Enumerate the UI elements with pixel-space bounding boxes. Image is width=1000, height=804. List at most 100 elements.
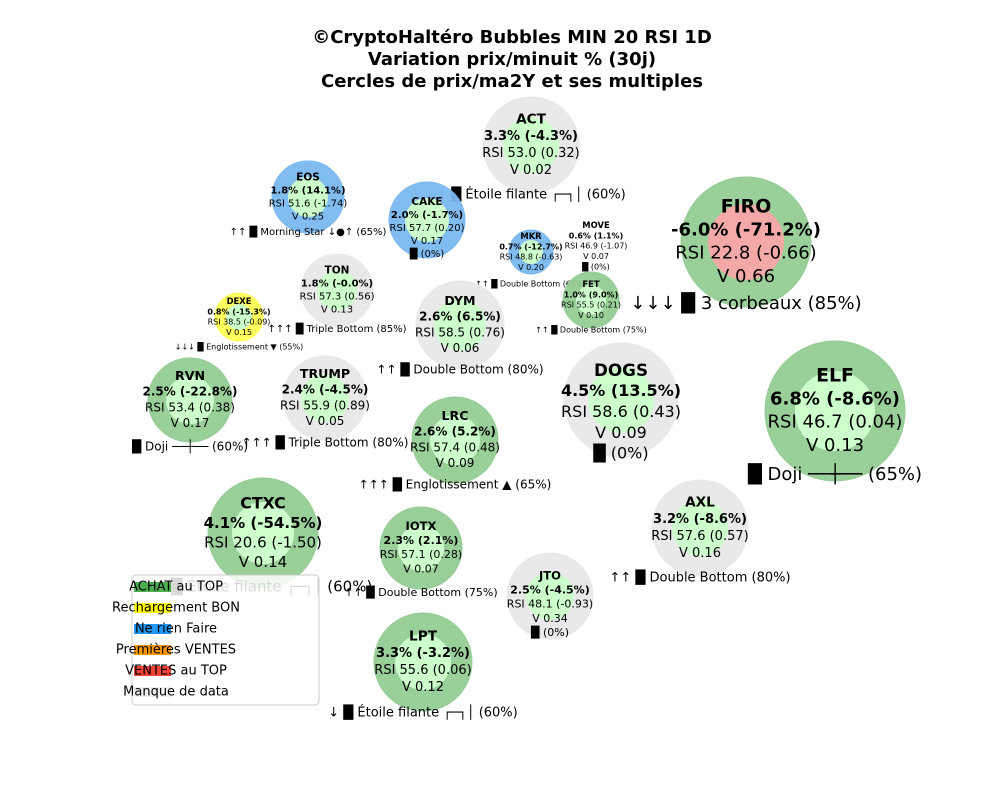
bubble-label: RSI 57.7 (0.20) <box>390 223 465 234</box>
pattern-label: █ Doji ──┼── (60%) <box>131 439 248 454</box>
bubble-label: ELF <box>816 364 854 386</box>
bubble-label: RSI 20.6 (-1.50) <box>204 533 322 551</box>
bubble-core <box>576 285 606 315</box>
bubble-label: RSI 55.9 (0.89) <box>280 398 370 412</box>
bubble-label: TON <box>325 265 350 277</box>
legend-swatch <box>134 687 171 697</box>
legend-swatch <box>134 582 171 592</box>
bubble-label: 3.3% (-3.2%) <box>376 646 470 661</box>
bubble-label: LPT <box>409 629 438 645</box>
bubble-label: FET <box>582 279 599 289</box>
bubble-label: █ (0%) <box>409 247 445 260</box>
pattern-label: ↓↓↓ █ 3 corbeaux (85%) <box>630 292 861 314</box>
title: Cercles de prix/ma2Y et ses multiples <box>321 71 703 92</box>
bubble-label: 2.0% (-1.7%) <box>391 210 463 221</box>
pattern-label: ↑↑ █ Morning Star ↓●↑ (65%) <box>230 225 387 238</box>
bubble-label: DYM <box>444 293 475 308</box>
bubble-label: V 0.20 <box>518 263 544 272</box>
bubble-label: 0.8% (-15.3%) <box>207 307 270 316</box>
bubble-label: TRUMP <box>300 366 350 381</box>
bubble-label: V 0.10 <box>578 311 604 320</box>
legend-swatch <box>134 645 171 655</box>
legend-label: ACHAT au TOP <box>129 580 223 595</box>
bubble-label: RSI 57.6 (0.57) <box>651 529 748 544</box>
pattern-label: ↑↑↑ █ Triple Bottom (85%) <box>267 322 406 335</box>
bubble-label: RSI 53.4 (0.38) <box>145 400 235 414</box>
bubble-label: V 0.34 <box>532 612 568 625</box>
bubble-label: V 0.16 <box>679 546 721 561</box>
bubble-label: 2.6% (5.2%) <box>414 425 496 439</box>
pattern-label: ↑↑↑ █ Triple Bottom (80%) <box>242 435 409 450</box>
bubble-label: RSI 58.6 (0.43) <box>561 402 681 421</box>
bubble-label: RSI 22.8 (-0.66) <box>675 243 816 264</box>
pattern-label: ↑↑ █ Double Bottom (75%) <box>344 585 497 599</box>
legend-label: Rechargement BON <box>112 601 240 616</box>
bubble-label: 4.1% (-54.5%) <box>204 514 323 532</box>
bubble-core <box>288 177 328 217</box>
bubble-label: EOS <box>296 172 320 184</box>
bubble-label: ACT <box>516 112 547 128</box>
legend-label: VENTES au TOP <box>125 664 227 679</box>
bubble-label: 3.2% (-8.6%) <box>653 512 747 527</box>
bubble-label: RSI 57.4 (0.48) <box>410 440 500 454</box>
bubble-label: 2.4% (-4.5%) <box>282 383 369 397</box>
bubble-label: 2.3% (2.1%) <box>384 534 459 547</box>
bubble-label: RSI 57.3 (0.56) <box>300 292 375 303</box>
bubble-label: 0.7% (-12.7%) <box>499 242 562 251</box>
pattern-label: ↑↑↑ █ Englotissement ▲ (65%) <box>359 477 552 492</box>
bubble-label: RSI 48.8 (-0.63) <box>500 253 563 262</box>
bubble-core <box>395 634 451 690</box>
legend-swatch <box>134 666 171 676</box>
bubble-label: 0.6% (1.1%) <box>569 231 623 240</box>
legend-label: Premières VENTES <box>116 643 236 658</box>
bubble-core <box>301 374 349 422</box>
pattern-label: ↑↑ █ Double Bottom (80%) <box>376 362 543 377</box>
bubble-core <box>503 117 559 173</box>
bubble-label: V 0.07 <box>403 562 439 575</box>
bubble-label: RSI 48.1 (-0.93) <box>507 598 593 611</box>
bubble-label: 6.8% (-8.6%) <box>770 388 900 409</box>
bubble-label: CAKE <box>411 196 442 208</box>
bubble-core <box>232 502 294 564</box>
bubble-label: RSI 38.5 (-0.09) <box>208 318 271 327</box>
bubble-label: V 0.06 <box>441 341 480 355</box>
bubble-label: 2.6% (6.5%) <box>419 310 501 324</box>
bubble-label: V 0.14 <box>239 553 287 571</box>
bubble-label: RSI 46.9 (-1.07) <box>565 242 628 251</box>
bubble-label: RSI 58.5 (0.76) <box>415 325 505 339</box>
bubble-label: CTXC <box>240 493 285 512</box>
bubble-label: V 0.07 <box>583 252 609 261</box>
title: ©CryptoHaltéro Bubbles MIN 20 RSI 1D <box>312 27 712 48</box>
bubble-label: V 0.09 <box>595 423 647 442</box>
bubble-label: 1.8% (-0.0%) <box>301 279 373 290</box>
bubble-label: 2.5% (-22.8%) <box>142 385 237 399</box>
bubble-label: IOTX <box>406 519 437 533</box>
bubble-core <box>708 204 784 280</box>
bubble-core <box>795 371 875 451</box>
bubble-label: RSI 53.0 (0.32) <box>482 146 579 161</box>
bubble-label: █ (0%) <box>592 443 648 463</box>
bubble-label: V 0.17 <box>171 416 210 430</box>
legend-label: Manque de data <box>123 685 229 700</box>
bubble-label: █ (0%) <box>530 625 569 639</box>
bubble-label: V 0.05 <box>306 414 345 428</box>
pattern-label: █ Doji ──┼── (65%) <box>747 463 922 485</box>
bubble-label: RSI 51.6 (-1.74) <box>269 199 348 210</box>
legend-label: Ne rien Faire <box>135 622 217 637</box>
pattern-label: ↓ █ Étoile filante ┌─┐│ (60%) <box>328 704 517 721</box>
bubble-core <box>434 299 486 351</box>
bubble-core <box>226 304 252 330</box>
bubble-core <box>398 525 444 571</box>
pattern-label: ↓↓↓ █ Englotissement ▼ (55%) <box>175 342 303 352</box>
bubble-label: JTO <box>538 568 561 582</box>
bubble-label: V 0.02 <box>510 163 552 178</box>
bubble-core <box>588 367 654 433</box>
bubble-label: -6.0% (-71.2%) <box>671 219 821 240</box>
legend-swatch <box>134 624 171 634</box>
bubble-core <box>672 500 728 556</box>
bubble-label: RVN <box>175 368 205 383</box>
bubble-label: RSI 57.1 (0.28) <box>380 548 462 561</box>
bubble-label: V 0.17 <box>411 236 443 247</box>
bubble-label: DEXE <box>227 296 252 306</box>
